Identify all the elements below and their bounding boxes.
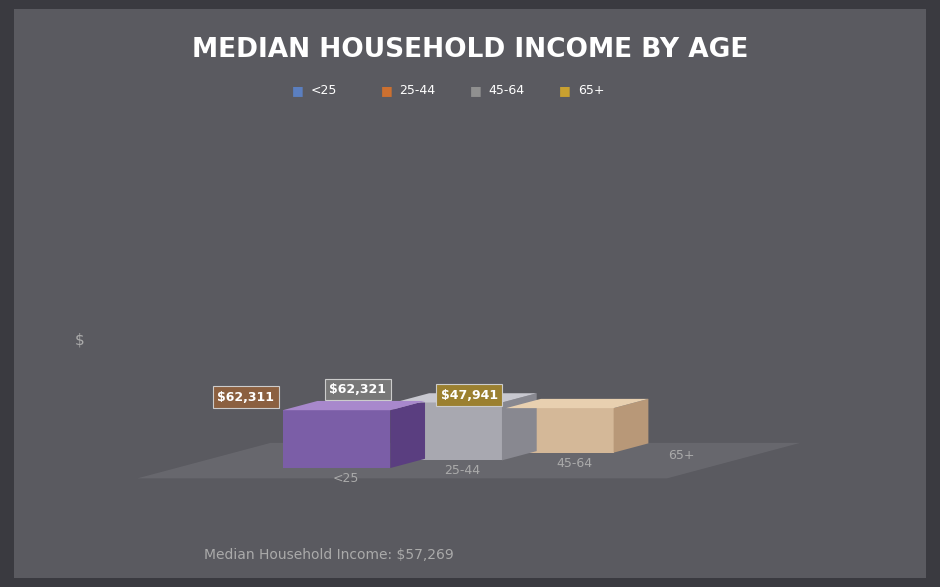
Polygon shape [395, 403, 502, 460]
Text: 25-44: 25-44 [445, 464, 480, 477]
Text: 25-44: 25-44 [400, 85, 435, 97]
Polygon shape [283, 401, 425, 410]
Text: <25: <25 [333, 472, 359, 485]
Polygon shape [395, 393, 537, 403]
Polygon shape [390, 401, 425, 468]
Text: Median Household Income: $57,269: Median Household Income: $57,269 [204, 548, 454, 562]
Text: ■: ■ [291, 85, 303, 97]
FancyBboxPatch shape [5, 3, 935, 584]
Text: 65+: 65+ [667, 449, 695, 462]
Polygon shape [283, 410, 390, 468]
Text: $62,311: $62,311 [217, 391, 274, 404]
Text: $: $ [75, 333, 85, 348]
Polygon shape [502, 393, 537, 460]
Text: 65+: 65+ [578, 85, 604, 97]
Text: MEDIAN HOUSEHOLD INCOME BY AGE: MEDIAN HOUSEHOLD INCOME BY AGE [192, 37, 748, 63]
Text: 45-64: 45-64 [489, 85, 525, 97]
Polygon shape [506, 408, 614, 453]
Text: ■: ■ [470, 85, 481, 97]
Polygon shape [137, 443, 800, 478]
Text: <25: <25 [310, 85, 337, 97]
Text: ■: ■ [559, 85, 571, 97]
Text: $47,941: $47,941 [441, 389, 498, 402]
Text: 45-64: 45-64 [556, 457, 592, 470]
Text: $62,321: $62,321 [329, 383, 386, 396]
Polygon shape [614, 399, 649, 453]
Polygon shape [506, 399, 649, 408]
Text: ■: ■ [381, 85, 393, 97]
